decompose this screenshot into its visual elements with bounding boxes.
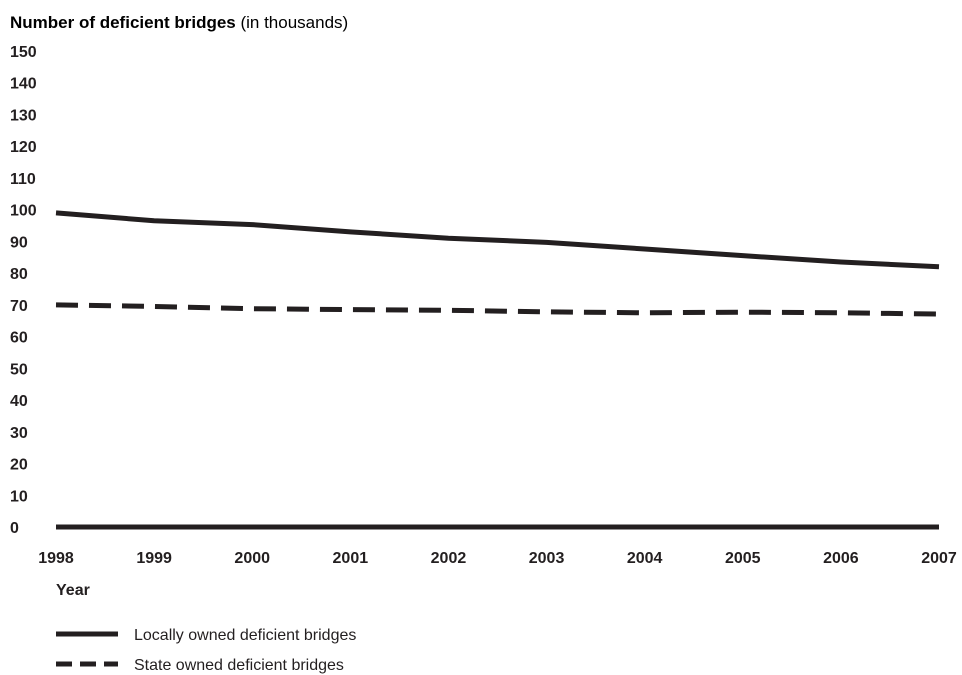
- x-tick-label: 2007: [921, 550, 957, 567]
- y-tick-label: 80: [10, 266, 28, 283]
- y-axis-ticks: 0 10 20 30 40 50 60 70 80 90 100 110 120 130 140 150: [10, 44, 37, 537]
- x-tick-label: 2004: [627, 550, 663, 567]
- y-tick-label: 110: [10, 171, 36, 188]
- y-tick-label: 150: [10, 44, 37, 61]
- chart-title-main: Number of deficient bridges: [10, 13, 236, 32]
- y-tick-label: 70: [10, 298, 28, 315]
- x-tick-label: 2005: [725, 550, 761, 567]
- series-lines: [55, 210, 940, 317]
- x-tick-label: 1999: [136, 550, 172, 567]
- legend-label: State owned deficient bridges: [134, 657, 344, 674]
- x-tick-label: 2002: [431, 550, 467, 567]
- x-tick-label: 2006: [823, 550, 859, 567]
- y-tick-label: 40: [10, 393, 28, 410]
- chart-title: Number of deficient bridges (in thousand…: [10, 13, 348, 32]
- x-axis-ticks: 1998 1999 2000 2001 2002 2003 2004 2005 2006 2007: [38, 550, 957, 567]
- y-tick-label: 10: [10, 488, 28, 505]
- x-tick-label: 2003: [529, 550, 565, 567]
- legend-label: Locally owned deficient bridges: [134, 627, 356, 644]
- x-axis-label: Year: [56, 582, 90, 599]
- y-tick-label: 120: [10, 139, 37, 156]
- y-tick-label: 140: [10, 76, 37, 93]
- x-tick-label: 1998: [38, 550, 74, 567]
- y-tick-label: 60: [10, 330, 28, 347]
- y-tick-label: 20: [10, 457, 28, 474]
- y-tick-label: 0: [10, 520, 19, 537]
- y-tick-label: 90: [10, 234, 28, 251]
- y-tick-label: 100: [10, 203, 37, 220]
- legend: Locally owned deficient bridges State own…: [56, 627, 356, 674]
- chart-title-unit: (in thousands): [236, 13, 348, 32]
- y-tick-label: 30: [10, 425, 28, 442]
- state-owned-series-line: [55, 302, 940, 317]
- x-tick-label: 2000: [234, 550, 270, 567]
- locally-owned-series-line: [55, 210, 940, 270]
- x-tick-label: 2001: [333, 550, 369, 567]
- y-tick-label: 130: [10, 107, 37, 124]
- y-tick-label: 50: [10, 361, 28, 378]
